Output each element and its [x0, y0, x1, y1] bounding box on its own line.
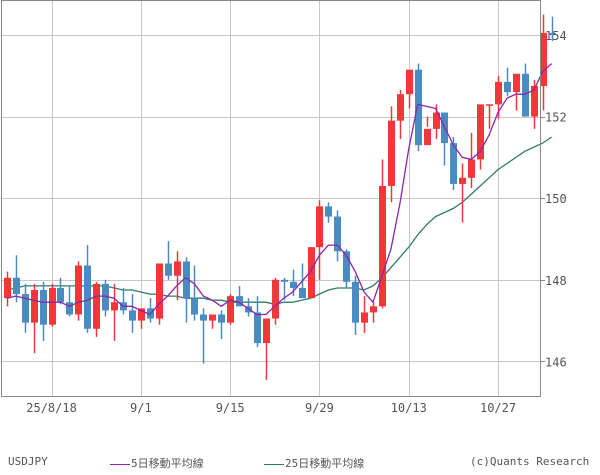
candle	[540, 14, 547, 111]
candle	[174, 251, 181, 301]
candle	[352, 275, 359, 335]
legend-symbol: USDJPY	[8, 455, 48, 471]
candle	[165, 241, 172, 280]
candle	[200, 308, 207, 364]
candle	[281, 277, 288, 301]
x-axis-labels: 25/8/18 9/1 9/15 9/29 10/13 10/27	[26, 401, 516, 415]
candle	[370, 302, 377, 323]
candle	[334, 210, 341, 262]
candle	[40, 281, 47, 341]
candle	[236, 285, 243, 307]
candle	[120, 287, 127, 315]
candle	[316, 200, 323, 280]
candle	[218, 310, 225, 339]
x-tick-label: 9/29	[305, 401, 334, 415]
grid-lines	[2, 1, 545, 396]
candle	[4, 271, 11, 307]
candle	[66, 285, 73, 317]
candle	[513, 73, 520, 111]
ma5-swatch-icon	[110, 463, 130, 465]
candle	[102, 279, 109, 317]
ma5-line	[6, 63, 553, 316]
candle	[486, 104, 493, 129]
x-tick-label: 10/27	[480, 401, 516, 415]
candle	[361, 296, 368, 333]
x-tick-label: 9/1	[130, 401, 152, 415]
y-tick-label: 146	[545, 355, 567, 369]
candle	[111, 283, 118, 341]
y-tick-label: 150	[545, 192, 567, 206]
candle	[397, 90, 404, 140]
candle	[272, 277, 279, 325]
candle	[57, 277, 64, 305]
x-tick-label: 25/8/18	[26, 401, 77, 415]
candle	[84, 245, 91, 333]
y-tick-label: 148	[545, 274, 567, 288]
candle	[156, 263, 163, 325]
candle	[209, 314, 216, 329]
ma25-label: 25日移動平均線	[285, 457, 365, 470]
candle	[308, 247, 315, 299]
ma25-swatch-icon	[264, 463, 284, 465]
plot-frame	[1, 0, 541, 397]
candle	[263, 318, 270, 380]
candle	[13, 255, 20, 303]
candle	[379, 159, 386, 309]
y-tick-label: 152	[545, 111, 567, 125]
copyright: (c)Quants Research	[470, 455, 589, 471]
candle	[93, 281, 100, 337]
candle	[406, 69, 413, 109]
candle	[522, 63, 529, 117]
candle	[299, 263, 306, 299]
candle	[49, 283, 56, 327]
legend-ma25: 25日移動平均線	[264, 455, 364, 471]
candles	[4, 14, 556, 380]
y-axis-labels: 146 148 150 152 154	[545, 29, 567, 369]
copyright-text: (c)Quants Research	[470, 455, 590, 468]
candle	[31, 283, 38, 354]
candle	[191, 265, 198, 321]
candle	[129, 294, 136, 333]
candle	[290, 269, 297, 297]
legend-ma5: 5日移動平均線	[110, 455, 204, 471]
candle	[504, 67, 511, 97]
ma5-label: 5日移動平均線	[131, 457, 204, 470]
candle	[138, 308, 145, 329]
x-tick-label: 10/13	[391, 401, 427, 415]
y-tick-label: 154	[545, 29, 567, 43]
candle	[477, 104, 484, 170]
candle	[183, 257, 190, 323]
candle	[254, 296, 261, 348]
candle	[468, 132, 475, 188]
symbol-label: USDJPY	[8, 455, 48, 468]
candle	[459, 163, 466, 223]
candle	[424, 116, 431, 146]
candle	[415, 63, 422, 152]
candle	[22, 283, 29, 333]
candle	[227, 294, 234, 325]
candle	[75, 261, 82, 321]
candle	[325, 202, 332, 223]
candle	[549, 16, 556, 42]
candle	[388, 106, 395, 203]
x-tick-label: 9/15	[216, 401, 245, 415]
